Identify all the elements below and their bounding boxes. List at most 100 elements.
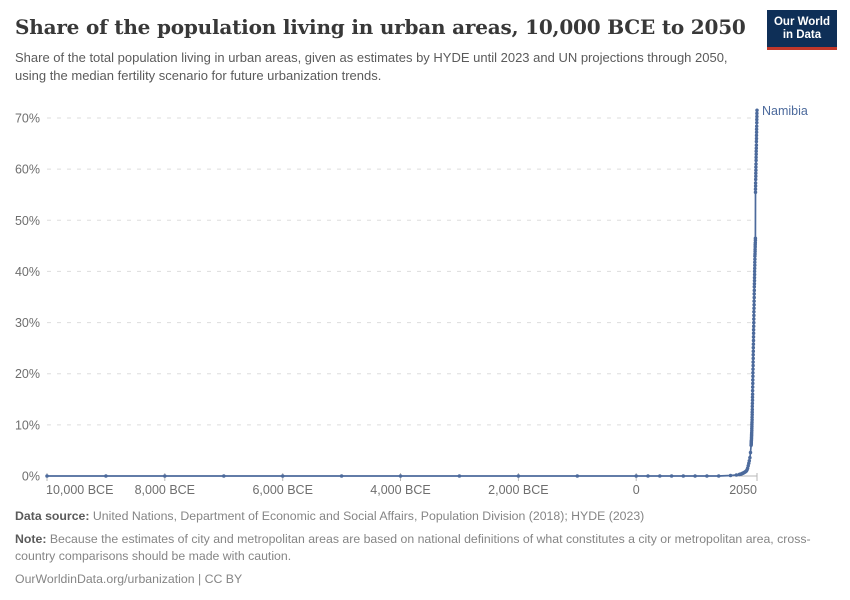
line-series[interactable] [46,109,758,477]
data-point[interactable] [751,363,755,368]
data-point[interactable] [751,374,755,379]
data-point[interactable] [753,184,758,188]
data-point[interactable] [747,458,752,463]
data-point[interactable] [752,272,757,277]
data-point[interactable] [693,474,697,478]
data-point[interactable] [752,299,756,303]
data-point[interactable] [398,474,403,478]
data-point[interactable] [753,190,758,194]
data-point[interactable] [750,385,755,389]
data-point[interactable] [754,133,759,138]
data-point[interactable] [752,281,757,286]
owid-logo[interactable]: Our World in Data [766,10,837,50]
data-point[interactable] [753,236,758,240]
data-point[interactable] [752,310,756,314]
data-point[interactable] [754,146,759,150]
data-point[interactable] [280,474,285,478]
owid-url-link[interactable]: OurWorldinData.org/urbanization [15,571,195,586]
data-point[interactable] [754,162,758,166]
data-point[interactable] [575,474,580,478]
data-point[interactable] [754,165,758,169]
data-point[interactable] [734,473,739,477]
data-point[interactable] [751,331,756,336]
data-point[interactable] [45,474,49,478]
data-point[interactable] [754,171,758,175]
data-point[interactable] [752,320,756,325]
data-point[interactable] [754,152,758,157]
data-point[interactable] [753,187,758,191]
data-point[interactable] [751,378,755,382]
data-point[interactable] [222,474,226,478]
data-point[interactable] [750,398,755,403]
data-point[interactable] [753,241,758,245]
data-point[interactable] [752,288,757,293]
data-point[interactable] [751,367,755,371]
data-point[interactable] [750,420,754,425]
data-point[interactable] [750,407,755,412]
data-point[interactable] [755,108,759,113]
data-point[interactable] [750,415,754,419]
data-point[interactable] [754,168,758,172]
data-point[interactable] [753,260,757,264]
data-point[interactable] [754,136,759,141]
data-point[interactable] [751,353,755,357]
data-point[interactable] [751,356,755,361]
data-point[interactable] [646,474,650,478]
data-point[interactable] [754,174,758,179]
data-point[interactable] [754,127,759,132]
data-point[interactable] [658,474,662,478]
data-point[interactable] [751,349,756,353]
data-point[interactable] [755,111,759,116]
data-point[interactable] [751,360,755,364]
data-point[interactable] [751,338,756,343]
data-point[interactable] [754,155,758,160]
data-point[interactable] [751,370,755,375]
data-point[interactable] [755,117,759,122]
data-point[interactable] [751,324,756,328]
data-point[interactable] [750,404,755,409]
data-point[interactable] [752,295,756,300]
data-point[interactable] [751,335,756,339]
data-point[interactable] [752,266,757,271]
data-point[interactable] [748,450,753,455]
data-point[interactable] [752,285,757,289]
data-point[interactable] [457,474,462,478]
data-point[interactable] [104,474,108,478]
data-point[interactable] [669,474,674,478]
data-point[interactable] [751,342,756,346]
data-point[interactable] [751,327,756,332]
data-point[interactable] [753,252,757,256]
chart-canvas[interactable]: 0% 10% 20% 30% 40% 50% 60% 70% 10,000 BCE 8,000 B… [0,95,850,505]
data-point[interactable] [750,410,754,414]
data-point[interactable] [754,143,759,147]
data-point[interactable] [753,263,757,268]
data-point[interactable] [748,455,752,460]
data-point[interactable] [750,392,755,396]
data-point[interactable] [752,269,757,274]
data-point[interactable] [750,395,755,399]
data-point[interactable] [754,124,759,128]
data-point[interactable] [705,474,709,478]
data-point[interactable] [752,313,756,318]
data-point[interactable] [754,130,759,135]
data-point[interactable] [751,345,756,350]
data-point[interactable] [752,302,756,307]
data-point[interactable] [339,474,344,478]
data-point[interactable] [752,275,757,280]
data-point[interactable] [752,278,757,283]
data-point[interactable] [750,417,754,422]
data-point[interactable] [753,247,757,252]
data-point[interactable] [750,388,755,393]
data-point[interactable] [753,181,758,185]
data-point[interactable] [681,474,686,478]
data-point[interactable] [750,401,755,406]
data-point[interactable] [754,149,758,153]
data-point[interactable] [754,158,758,163]
data-point[interactable] [755,120,759,125]
data-point[interactable] [716,474,721,478]
data-point[interactable] [750,412,754,417]
data-point[interactable] [163,474,167,478]
data-point[interactable] [753,177,758,182]
data-point[interactable] [755,114,759,119]
data-point[interactable] [728,473,733,478]
